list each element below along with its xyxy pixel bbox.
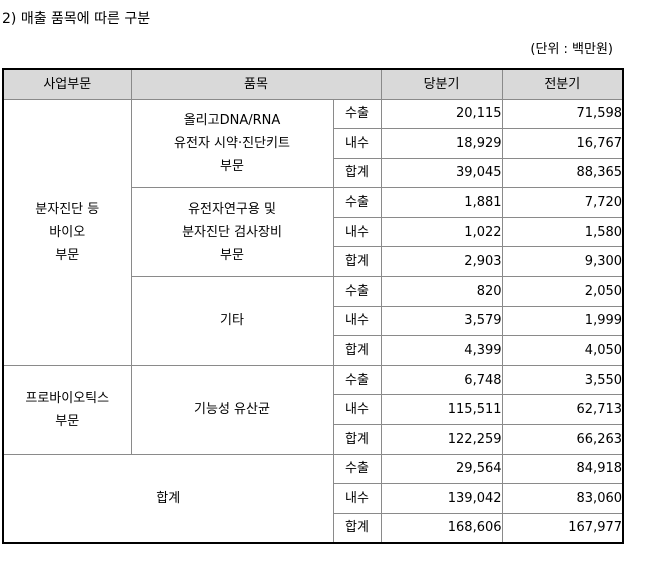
current-value: 20,115 <box>380 98 503 130</box>
current-value: 6,748 <box>380 364 503 396</box>
type-cell: 합계 <box>332 157 382 189</box>
previous-value: 66,263 <box>501 424 624 455</box>
type-cell: 수출 <box>332 453 382 485</box>
current-value: 1,022 <box>380 216 503 248</box>
previous-value: 2,050 <box>501 276 624 307</box>
segment-cell: 분자진단 등 바이오 부문 <box>2 98 132 366</box>
segment-line: 분자진단 등 <box>35 201 100 217</box>
item-line: 부문 <box>220 158 244 174</box>
table-row: 합계 2,903 9,300 <box>3 246 624 278</box>
section-title: 2) 매출 품목에 따른 구분 <box>2 11 151 27</box>
header-row: 사업부문 품목 당분기 전분기 <box>2 68 624 100</box>
table-row: 내수 115,511 62,713 <box>3 394 624 426</box>
item-cell: 기타 <box>130 276 334 366</box>
table-row: 합계 39,045 88,365 <box>3 157 624 189</box>
segment-line: 부문 <box>55 413 80 429</box>
table-row: 유전자연구용 및 분자진단 검사장비 부문 수출 1,881 7,720 <box>3 187 624 278</box>
previous-value: 9,300 <box>501 246 624 278</box>
item-cell: 유전자연구용 및 분자진단 검사장비 부문 <box>130 187 334 278</box>
type-cell: 수출 <box>332 98 382 130</box>
type-cell: 합계 <box>332 424 382 455</box>
type-cell: 합계 <box>332 246 382 278</box>
item-line: 기능성 유산균 <box>194 402 270 418</box>
current-value: 115,511 <box>380 394 503 426</box>
unit-label: (단위 : 백만원) <box>530 42 613 57</box>
previous-value: 167,977 <box>501 512 624 544</box>
item-line: 기타 <box>220 313 244 329</box>
current-value: 18,929 <box>380 128 503 159</box>
item-line: 올리고DNA/RNA <box>183 112 281 128</box>
item-line: 부문 <box>220 247 244 263</box>
table-row: 프로바이오틱스 부문 기능성 유산균 수출 6,748 3,550 <box>2 364 624 455</box>
type-cell: 수출 <box>332 276 382 307</box>
table-row: 내수 139,042 83,060 <box>3 483 624 514</box>
type-cell: 내수 <box>332 483 382 514</box>
segment-line: 바이오 <box>49 224 86 240</box>
header-previous: 전분기 <box>501 68 624 100</box>
segment-line: 부문 <box>55 247 80 263</box>
previous-value: 1,580 <box>501 216 624 248</box>
item-line: 유전자연구용 및 <box>188 201 276 217</box>
item-cell: 기능성 유산균 <box>130 364 334 455</box>
current-value: 1,881 <box>380 187 503 218</box>
table-row: 내수 3,579 1,999 <box>3 305 624 337</box>
type-cell: 수출 <box>332 364 382 396</box>
previous-value: 84,918 <box>501 453 624 485</box>
previous-value: 16,767 <box>501 128 624 159</box>
previous-value: 83,060 <box>501 483 624 514</box>
segment-cell: 프로바이오틱스 부문 <box>2 364 132 455</box>
current-value: 168,606 <box>380 512 503 544</box>
current-value: 39,045 <box>380 157 503 189</box>
type-cell: 내수 <box>332 394 382 426</box>
sales-by-item-table: 사업부문 품목 당분기 전분기 분자진단 등 바이오 부문 올리고DNA/RNA… <box>2 68 625 544</box>
header-item: 품목 <box>130 68 382 100</box>
type-cell: 합계 <box>332 335 382 366</box>
table-row: 합계 수출 29,564 84,918 <box>2 453 624 544</box>
current-value: 2,903 <box>380 246 503 278</box>
type-cell: 내수 <box>332 216 382 248</box>
grand-total-label: 합계 <box>2 453 334 544</box>
current-value: 29,564 <box>380 453 503 485</box>
previous-value: 71,598 <box>501 98 624 130</box>
previous-value: 1,999 <box>501 305 624 337</box>
table-row: 내수 18,929 16,767 <box>3 128 624 159</box>
header-segment: 사업부문 <box>2 68 132 100</box>
item-line: 유전자 시약·진단키트 <box>174 135 290 151</box>
type-cell: 내수 <box>332 128 382 159</box>
header-current: 당분기 <box>380 68 503 100</box>
type-cell: 합계 <box>332 512 382 544</box>
segment-line: 프로바이오틱스 <box>25 390 110 406</box>
type-cell: 수출 <box>332 187 382 218</box>
current-value: 820 <box>380 276 503 307</box>
item-cell: 올리고DNA/RNA 유전자 시약·진단키트 부문 <box>130 98 334 189</box>
table-row: 분자진단 등 바이오 부문 올리고DNA/RNA 유전자 시약·진단키트 부문 … <box>2 98 624 366</box>
type-cell: 내수 <box>332 305 382 337</box>
table-row: 합계 122,259 66,263 <box>3 424 624 455</box>
previous-value: 88,365 <box>501 157 624 189</box>
table-row: 기타 수출 820 2,050 <box>3 276 624 366</box>
previous-value: 4,050 <box>501 335 624 366</box>
table-row: 합계 168,606 167,977 <box>3 512 624 544</box>
current-value: 3,579 <box>380 305 503 337</box>
previous-value: 62,713 <box>501 394 624 426</box>
current-value: 4,399 <box>380 335 503 366</box>
item-line: 분자진단 검사장비 <box>182 224 282 240</box>
current-value: 122,259 <box>380 424 503 455</box>
current-value: 139,042 <box>380 483 503 514</box>
previous-value: 7,720 <box>501 187 624 218</box>
previous-value: 3,550 <box>501 364 624 396</box>
